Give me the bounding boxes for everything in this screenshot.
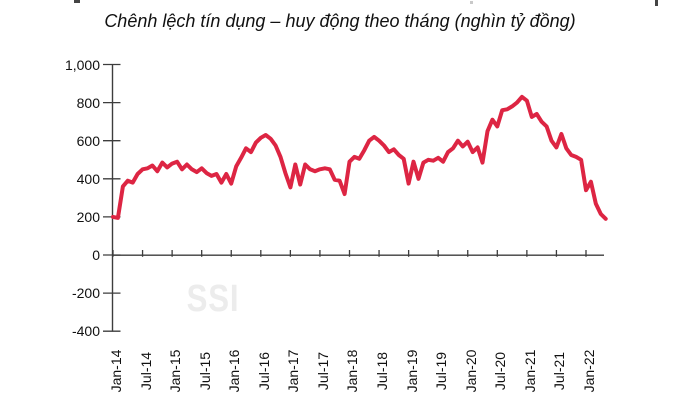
credit-deposit-gap-line [111, 94, 608, 221]
x-axis-tick-label: Jan-15 [167, 349, 184, 393]
x-axis-tick-label: Jan-14 [108, 349, 124, 393]
x-axis-tick-label: Jul-17 [314, 351, 331, 391]
x-axis-tick-label: Jul-19 [433, 351, 450, 391]
x-axis-tick-label: Jan-21 [521, 349, 538, 393]
x-axis-tick-label: Jan-17 [285, 349, 302, 393]
y-axis-tick-label: -200 [71, 285, 100, 302]
x-axis-tick-label: Jan-20 [462, 349, 479, 393]
x-axis-tick-label: Jul-21 [551, 351, 568, 391]
y-axis-tick-label: 0 [92, 247, 100, 263]
y-axis-tick-label: 1,000 [64, 56, 100, 73]
y-axis-tick-label: 200 [76, 208, 100, 225]
x-axis-tick-label: Jan-22 [580, 349, 597, 393]
ssi-watermark: SSI [186, 278, 240, 320]
chart-title: Chênh lệch tín dụng – huy động theo thán… [104, 11, 576, 31]
crop-artifact [470, 1, 473, 4]
x-axis-tick-label: Jul-20 [492, 351, 509, 391]
y-axis-tick-label: -400 [71, 323, 100, 340]
crop-artifact [655, 0, 658, 6]
x-axis-tick-label: Jul-14 [137, 351, 154, 391]
x-axis-tick-label: Jul-18 [374, 351, 391, 391]
x-axis-tick-label: Jul-15 [196, 351, 213, 391]
y-axis-tick-label: 600 [76, 132, 100, 149]
x-axis-tick-label: Jan-16 [226, 349, 243, 393]
crop-artifact [74, 0, 80, 3]
x-axis-tick-label: Jan-19 [403, 349, 420, 393]
x-axis-tick-label: Jan-18 [344, 349, 361, 393]
y-axis-tick-label: 800 [76, 94, 100, 111]
y-axis-tick-label: 400 [76, 170, 100, 187]
x-axis-tick-label: Jul-16 [255, 351, 272, 391]
